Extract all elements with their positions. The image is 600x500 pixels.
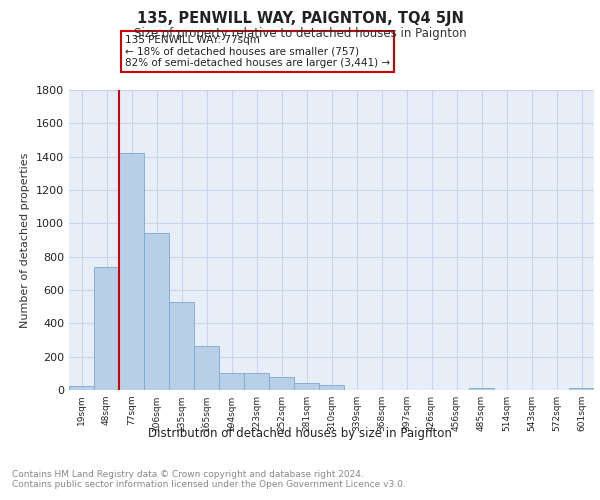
Bar xyxy=(269,376,294,390)
Bar xyxy=(194,346,219,390)
Bar xyxy=(469,388,494,390)
Bar xyxy=(569,388,594,390)
Bar xyxy=(294,382,319,390)
Bar xyxy=(219,372,244,390)
Y-axis label: Number of detached properties: Number of detached properties xyxy=(20,152,31,328)
Bar xyxy=(244,374,269,390)
Text: 135, PENWILL WAY, PAIGNTON, TQ4 5JN: 135, PENWILL WAY, PAIGNTON, TQ4 5JN xyxy=(137,11,463,26)
Text: Size of property relative to detached houses in Paignton: Size of property relative to detached ho… xyxy=(134,28,466,40)
Text: 135 PENWILL WAY: 77sqm
← 18% of detached houses are smaller (757)
82% of semi-de: 135 PENWILL WAY: 77sqm ← 18% of detached… xyxy=(125,35,390,68)
Bar xyxy=(169,302,194,390)
Bar xyxy=(69,386,94,390)
Bar xyxy=(319,385,344,390)
Bar xyxy=(144,234,169,390)
Text: Distribution of detached houses by size in Paignton: Distribution of detached houses by size … xyxy=(148,428,452,440)
Bar xyxy=(119,154,144,390)
Bar xyxy=(94,266,119,390)
Text: Contains HM Land Registry data © Crown copyright and database right 2024.
Contai: Contains HM Land Registry data © Crown c… xyxy=(12,470,406,490)
